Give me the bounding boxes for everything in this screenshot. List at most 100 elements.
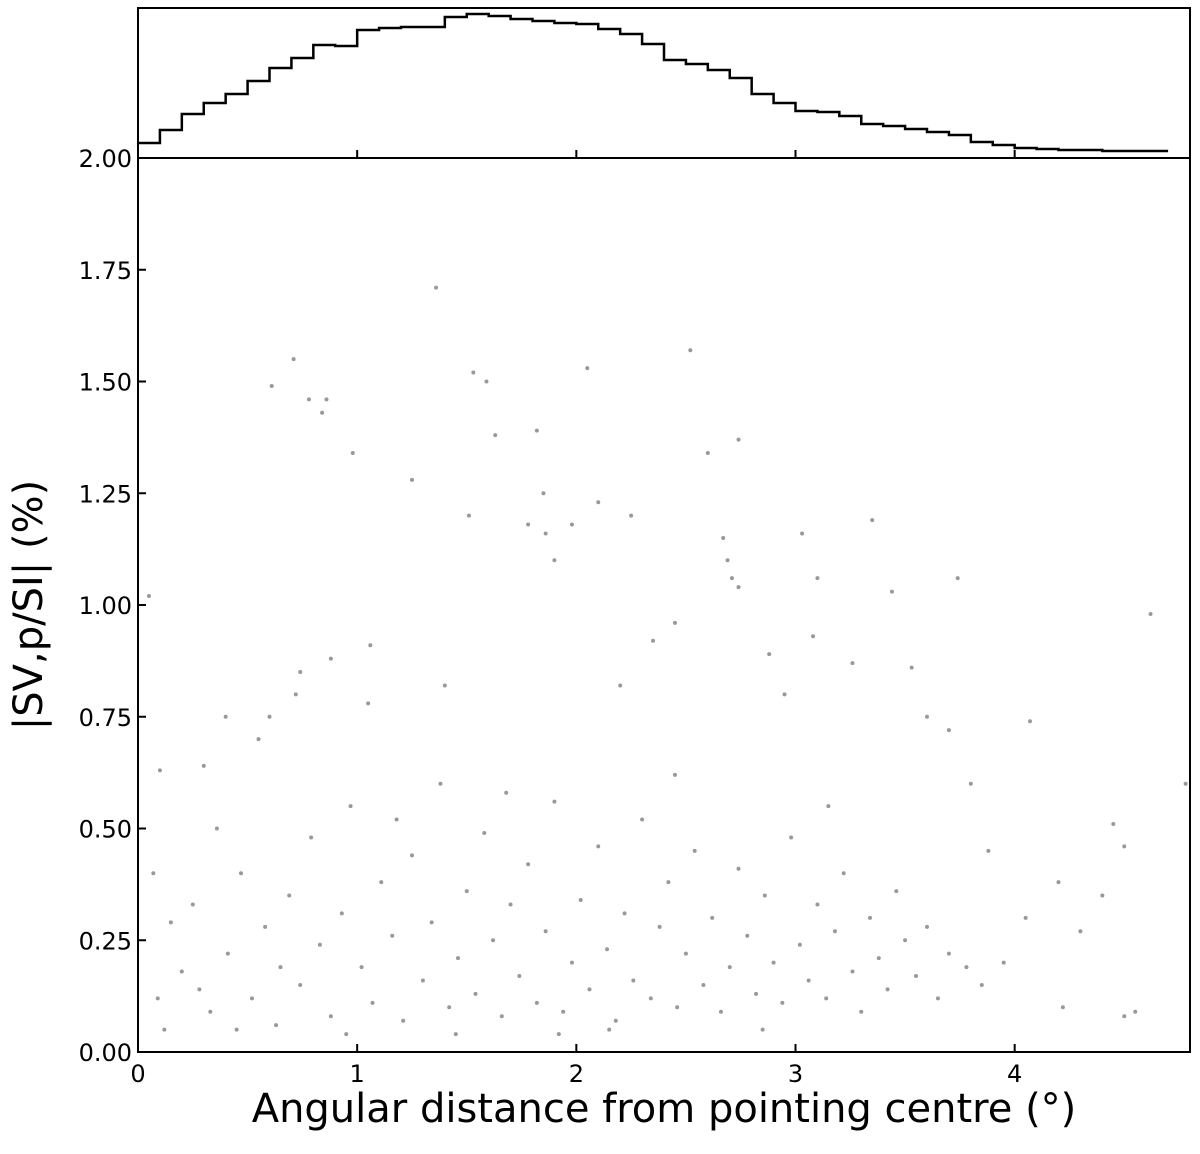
scatter-point (155, 996, 160, 1001)
scatter-point (727, 965, 732, 970)
scatter-point (379, 880, 384, 885)
scatter-point (736, 437, 741, 442)
scatter-point (605, 947, 610, 952)
scatter-point (710, 915, 715, 920)
histogram-bar (839, 116, 862, 158)
scatter-point (157, 768, 162, 773)
x-axis-label: Angular distance from pointing centre (°… (252, 1086, 1077, 1132)
histogram-bar (159, 130, 182, 158)
scatter-point (909, 665, 914, 670)
histogram-bar (685, 64, 708, 158)
histogram-bar (795, 111, 818, 158)
y-tick-label: 1.00 (79, 592, 132, 620)
scatter-point (401, 1018, 406, 1023)
scatter-point (618, 683, 623, 688)
scatter-point (1056, 880, 1061, 885)
scatter-point (320, 410, 325, 415)
histogram-bar (664, 60, 686, 158)
scatter-point (534, 1000, 539, 1005)
x-tick-label: 2 (569, 1060, 584, 1088)
scatter-point (569, 522, 574, 527)
scatter-point (1122, 1014, 1127, 1019)
x-tick-label: 0 (130, 1060, 145, 1088)
scatter-point (556, 1032, 561, 1037)
histogram-bar (598, 29, 621, 158)
scatter-point (578, 898, 583, 903)
scatter-point (903, 938, 908, 943)
histogram-bar (247, 81, 270, 158)
scatter-point (868, 915, 873, 920)
scatter-point (223, 714, 228, 719)
histogram-bar (1080, 150, 1103, 158)
scatter-point (339, 911, 344, 916)
scatter-point (278, 965, 283, 970)
scatter-point (239, 871, 244, 876)
scatter-point (298, 982, 303, 987)
scatter-point (782, 692, 787, 697)
scatter-point (885, 987, 890, 992)
scatter-point (1060, 1005, 1065, 1010)
scatter-point (543, 929, 548, 934)
scatter-point (946, 951, 951, 956)
histogram-bar (817, 112, 840, 158)
scatter-point (508, 902, 513, 907)
scatter-point (291, 357, 296, 362)
scatter-point (1148, 611, 1153, 616)
scatter-point (889, 589, 894, 594)
histogram-bar (532, 21, 555, 158)
scatter-point (1133, 1009, 1138, 1014)
scatter-point (824, 996, 829, 1001)
scatter-point (815, 902, 820, 907)
y-tick-label: 1.50 (79, 369, 132, 397)
scatter-point (466, 513, 471, 518)
histogram-bar (422, 27, 445, 158)
scatter-point (541, 491, 546, 496)
scatter-point (876, 956, 881, 961)
histogram-bar (510, 19, 533, 158)
axes-frame (137, 157, 1191, 1053)
scatter-point (688, 348, 693, 353)
scatter-point (146, 594, 151, 599)
histogram-bar (291, 58, 314, 158)
scatter-point (534, 428, 539, 433)
scatter-point (780, 1000, 785, 1005)
scatter-point (168, 920, 173, 925)
scatter-point (249, 996, 254, 1001)
scatter-point (201, 763, 206, 768)
scatter-point (420, 978, 425, 983)
histogram-bar (138, 143, 160, 158)
scatter-point (543, 531, 548, 536)
histogram-bar (269, 68, 292, 158)
scatter-point (946, 728, 951, 733)
scatter-point (267, 714, 272, 719)
scatter-point (631, 978, 636, 983)
scatter-point (826, 804, 831, 809)
histogram-bar (1102, 151, 1125, 158)
histogram-bar (357, 30, 380, 158)
scatter-point (596, 500, 601, 505)
scatter-point (328, 1014, 333, 1019)
scatter-point (666, 880, 671, 885)
scatter-point (552, 799, 557, 804)
scatter-point (298, 670, 303, 675)
scatter-point (1001, 960, 1006, 965)
scatter-point (350, 451, 355, 456)
scatter-point (1078, 929, 1083, 934)
scatter-point (151, 871, 156, 876)
scatter-point (453, 1032, 458, 1037)
scatter-point (517, 974, 522, 979)
x-tick-label: 1 (350, 1060, 365, 1088)
scatter-point (613, 1018, 618, 1023)
histogram-bar (620, 34, 643, 158)
histogram-bar (335, 46, 358, 158)
histogram-bar (401, 27, 423, 158)
scatter-point (274, 1023, 279, 1028)
histogram-bar (1124, 151, 1147, 158)
histogram-bar (642, 44, 664, 158)
scatter-point (269, 383, 274, 388)
histogram-bar (861, 124, 884, 158)
scatter-point (721, 535, 726, 540)
scatter-point (409, 853, 414, 858)
scatter-point (672, 772, 677, 777)
